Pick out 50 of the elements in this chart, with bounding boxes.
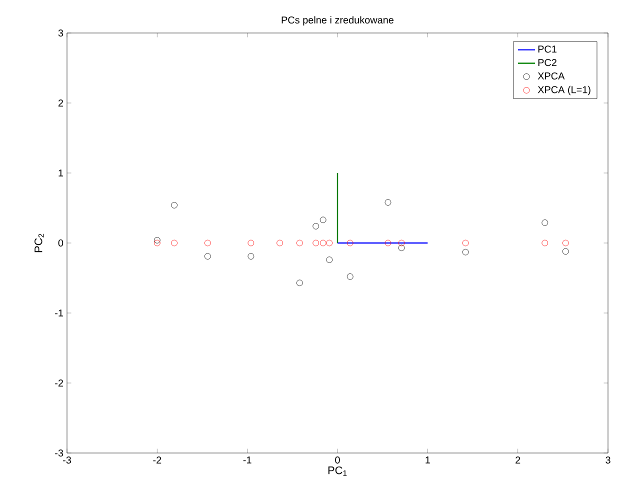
y-tick-label: -3 bbox=[55, 449, 64, 457]
point bbox=[384, 240, 392, 246]
point bbox=[204, 253, 211, 260]
x-tick-label: -2 bbox=[153, 456, 162, 464]
point bbox=[398, 244, 405, 252]
x-tick-label: 1 bbox=[426, 456, 430, 464]
point bbox=[312, 240, 320, 246]
point bbox=[326, 256, 333, 263]
point bbox=[562, 240, 569, 246]
legend-label: XPCA bbox=[538, 72, 565, 80]
y-tick-label: 1 bbox=[58, 170, 63, 176]
legend-label: PC1 bbox=[538, 46, 556, 53]
x-axis-title: PC$_{1}$ bbox=[328, 466, 347, 476]
point bbox=[398, 240, 405, 246]
x-tick-label: -1 bbox=[243, 456, 252, 464]
x-tick-label: 0 bbox=[335, 456, 340, 464]
legend-label: PC2 bbox=[538, 59, 556, 66]
point bbox=[542, 220, 548, 226]
point bbox=[326, 240, 333, 246]
y-tick-label: 3 bbox=[58, 29, 64, 37]
point bbox=[204, 240, 211, 246]
point bbox=[296, 280, 303, 286]
y-tick-label: 0 bbox=[58, 239, 64, 247]
x-tick-label: 3 bbox=[606, 456, 610, 464]
point bbox=[248, 240, 254, 246]
point bbox=[312, 223, 320, 230]
point bbox=[462, 248, 469, 256]
point bbox=[320, 216, 326, 224]
y-axis-title: PC$_{2}$ bbox=[34, 234, 44, 252]
point bbox=[248, 253, 254, 260]
point bbox=[384, 199, 392, 206]
point bbox=[462, 240, 469, 246]
point bbox=[171, 202, 178, 208]
y-tick-label: 2 bbox=[58, 100, 63, 106]
point bbox=[346, 273, 354, 280]
point bbox=[296, 240, 303, 246]
x-tick-label: -3 bbox=[63, 456, 71, 464]
point bbox=[562, 248, 569, 255]
point bbox=[276, 240, 283, 246]
point bbox=[154, 237, 160, 244]
point bbox=[320, 240, 326, 246]
point bbox=[542, 240, 548, 246]
point bbox=[346, 240, 354, 246]
x-tick-label: 2 bbox=[516, 456, 520, 464]
legend-label: XPCA (L=1) bbox=[538, 86, 590, 96]
y-tick-label: -2 bbox=[55, 380, 63, 386]
point bbox=[171, 240, 178, 246]
point bbox=[154, 240, 160, 246]
chart-title: PCs pelne i zredukowane bbox=[282, 16, 394, 26]
y-tick-label: -1 bbox=[55, 310, 63, 316]
